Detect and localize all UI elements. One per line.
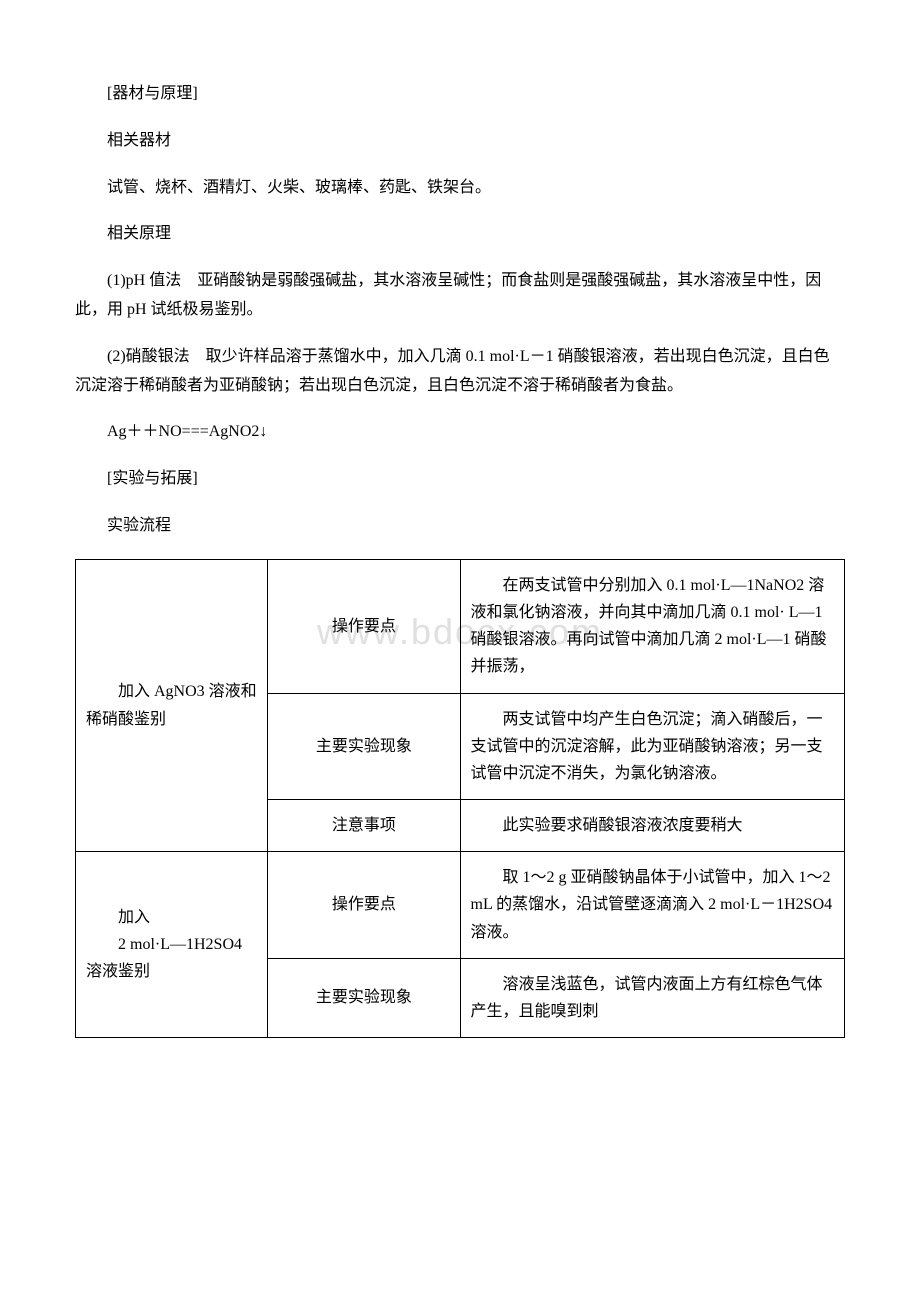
content-cell: 溶液呈浅蓝色，试管内液面上方有红棕色气体产生，且能嗅到刺	[460, 958, 845, 1037]
principle-2: (2)硝酸银法 取少许样品溶于蒸馏水中，加入几滴 0.1 mol·L－1 硝酸银…	[75, 343, 845, 401]
table-row: 加入 2 mol·L—1H2SO4溶液鉴别 操作要点 取 1～2 g 亚硝酸钠晶…	[76, 852, 845, 959]
experiment-table: 加入 AgNO3 溶液和稀硝酸鉴别 操作要点 在两支试管中分别加入 0.1 mo…	[75, 559, 845, 1038]
equipment-list: 试管、烧杯、酒精灯、火柴、玻璃棒、药匙、铁架台。	[75, 174, 845, 203]
content-cell: 在两支试管中分别加入 0.1 mol·L—1NaNO2 溶液和氯化钠溶液，并向其…	[460, 559, 845, 693]
method-cell-2: 加入 2 mol·L—1H2SO4溶液鉴别	[76, 852, 268, 1038]
label-cell: 注意事项	[268, 800, 460, 852]
principle-1: (1)pH 值法 亚硝酸钠是弱酸强碱盐，其水溶液呈碱性；而食盐则是强酸强碱盐，其…	[75, 267, 845, 325]
chemical-equation: Ag＋＋NO===AgNO2↓	[75, 418, 845, 447]
subsection-principle: 相关原理	[75, 220, 845, 249]
label-cell: 主要实验现象	[268, 958, 460, 1037]
subsection-flow: 实验流程	[75, 512, 845, 541]
document-content: [器材与原理] 相关器材 试管、烧杯、酒精灯、火柴、玻璃棒、药匙、铁架台。 相关…	[75, 80, 845, 1038]
method-cell-1: 加入 AgNO3 溶液和稀硝酸鉴别	[76, 559, 268, 852]
subsection-equipment: 相关器材	[75, 127, 845, 156]
content-cell: 此实验要求硝酸银溶液浓度要稍大	[460, 800, 845, 852]
content-cell: 两支试管中均产生白色沉淀；滴入硝酸后，一支试管中的沉淀溶解，此为亚硝酸钠溶液；另…	[460, 693, 845, 800]
content-cell: 取 1～2 g 亚硝酸钠晶体于小试管中，加入 1～2 mL 的蒸馏水，沿试管壁逐…	[460, 852, 845, 959]
table-body: 加入 AgNO3 溶液和稀硝酸鉴别 操作要点 在两支试管中分别加入 0.1 mo…	[76, 559, 845, 1037]
label-cell: 主要实验现象	[268, 693, 460, 800]
label-cell: 操作要点	[268, 852, 460, 959]
table-row: 加入 AgNO3 溶液和稀硝酸鉴别 操作要点 在两支试管中分别加入 0.1 mo…	[76, 559, 845, 693]
label-cell: 操作要点	[268, 559, 460, 693]
section-header-experiment: [实验与拓展]	[75, 465, 845, 494]
section-header-equipment: [器材与原理]	[75, 80, 845, 109]
